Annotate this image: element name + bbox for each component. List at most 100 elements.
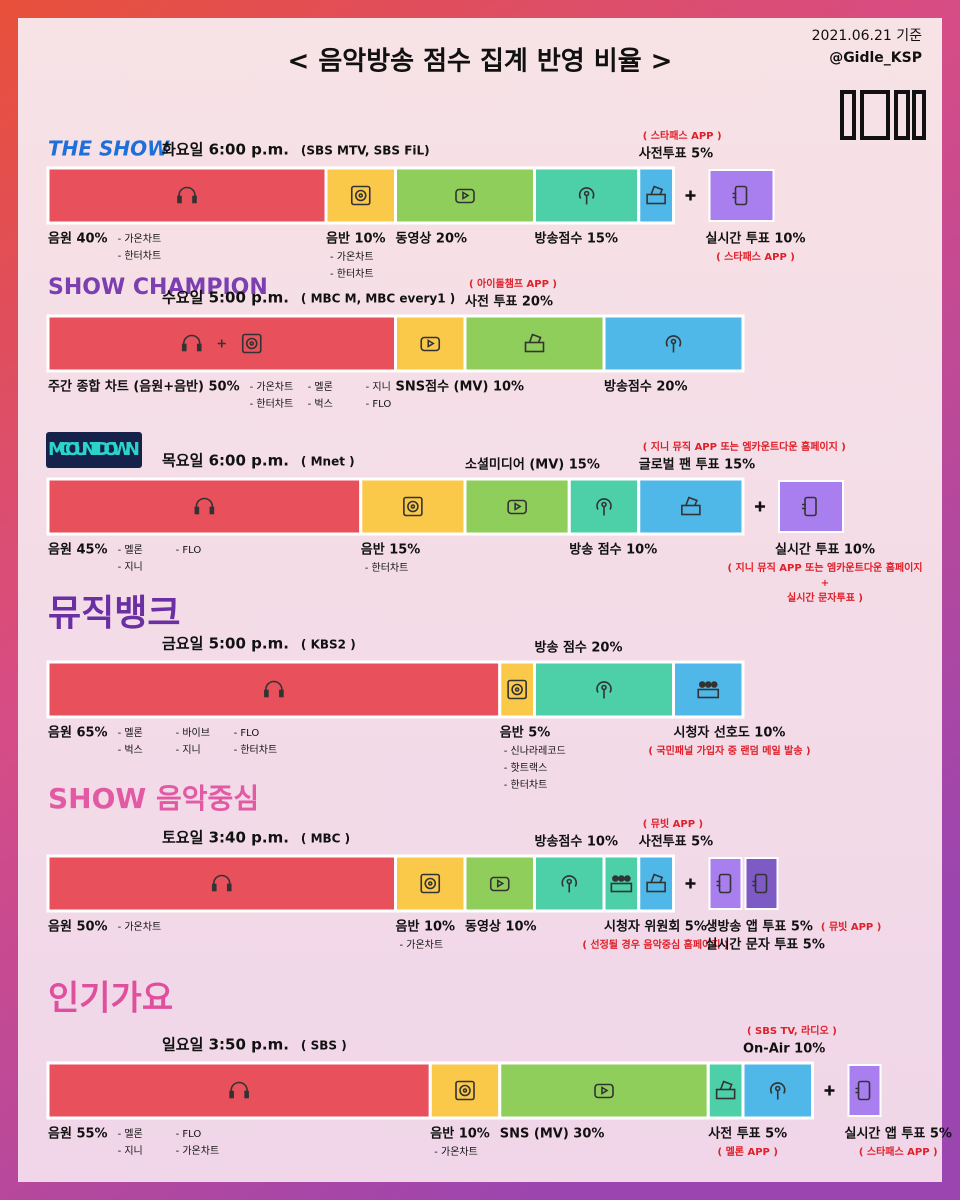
icon-part [182, 334, 201, 349]
icon [403, 496, 423, 517]
icon-part [427, 881, 433, 886]
red-note: ( 스타패스 APP ) [643, 129, 722, 142]
icon-part [732, 192, 737, 199]
source-note: - 한터차트 [504, 779, 548, 791]
show-logo: M COUNTDOWN [48, 439, 140, 460]
segment [463, 314, 606, 373]
segment [46, 166, 328, 225]
icon [646, 873, 666, 893]
plus-sign [685, 878, 696, 889]
source-note: - FLO [366, 399, 392, 410]
icon-part [264, 689, 269, 698]
channel: ( SBS ) [301, 1039, 347, 1053]
source-note: - 지니 [176, 744, 201, 756]
icon-part [804, 496, 817, 517]
segment [394, 854, 467, 913]
segment-label: 방송점수 20% [604, 379, 687, 395]
extra-label: 생방송 앱 투표 5% [706, 919, 813, 935]
icon [665, 335, 682, 353]
icon-part [650, 185, 664, 195]
icon-part [410, 504, 416, 509]
account: @Gidle_KSP [829, 50, 922, 66]
icon [578, 187, 595, 205]
extra-box [778, 480, 844, 533]
source-note: - 가온차트 [176, 1145, 220, 1157]
source-note: - 지니 [118, 561, 143, 573]
icon-part [350, 185, 371, 206]
icon-part [455, 188, 475, 204]
segment [324, 166, 397, 225]
extra-label: 실시간 투표 10% [775, 542, 875, 558]
segment-label: SNS점수 (MV) 10% [396, 380, 525, 395]
icon-part [181, 343, 187, 352]
icon-part [752, 880, 757, 887]
source-note: - 멜론 [118, 727, 143, 739]
icon-part [514, 502, 522, 511]
show-logo: SHOW CHAMPION [48, 275, 268, 300]
bar-outline [46, 1061, 814, 1120]
red-note: ( 뮤빗 APP ) [821, 920, 881, 933]
icon-part [245, 337, 258, 350]
bar-outline [46, 477, 745, 536]
icon-part [424, 877, 437, 890]
icon-part [802, 503, 806, 510]
plus-sign [217, 339, 226, 348]
icon-part [420, 873, 441, 894]
source-note: - 한터차트 [234, 744, 278, 756]
segment-label: On-Air 10% [743, 1042, 825, 1057]
icon-part [192, 195, 197, 204]
show-logo: 뮤직뱅크 [48, 593, 180, 634]
icon-part [596, 498, 612, 516]
icon-part [455, 1080, 475, 1101]
icon [716, 873, 732, 894]
icon [752, 873, 768, 894]
icon-part [646, 193, 666, 205]
red-note: ( 국민패널 가입자 중 랜덤 메일 발송 ) [648, 744, 810, 757]
icon-part [420, 336, 441, 352]
segment-label: 음원 45% [48, 542, 108, 558]
icon-part [507, 679, 527, 700]
segment-label: 음원 65% [48, 725, 108, 741]
icon-part [594, 1083, 614, 1099]
segment-label: 글로벌 팬 투표 15% [639, 457, 755, 473]
extra-label: 실시간 앱 투표 5% [845, 1126, 952, 1142]
icon-part [249, 341, 255, 346]
icon-part [718, 873, 732, 894]
icon [715, 1080, 736, 1100]
icon [524, 333, 545, 353]
channel: ( MBC M, MBC every1 ) [301, 292, 455, 306]
segment-label: 음반 15% [361, 542, 421, 558]
icon [507, 499, 527, 515]
icon-part [769, 1082, 786, 1100]
icon-part [685, 496, 698, 506]
icon [507, 679, 527, 700]
source-note: - 한터차트 [250, 398, 294, 410]
logo-box [46, 432, 142, 468]
icon-part [624, 875, 631, 882]
icon [596, 498, 612, 516]
schedule-day: 금요일 5:00 p.m. [162, 635, 289, 653]
segment-label: 방송 점수 10% [569, 542, 657, 558]
red-note: ( 지니 뮤직 APP 또는 엠카운트다운 홈페이지 [727, 561, 922, 574]
show-logo: 인기가요 [48, 979, 173, 1019]
segment [637, 854, 675, 913]
icon-part [601, 1086, 609, 1095]
segment-label: 사전 투표 20% [465, 294, 553, 310]
icon [181, 333, 262, 354]
source-note: - 멜론 [118, 1128, 143, 1140]
segment-label: 소셜미디어 (MV) 15% [465, 457, 600, 473]
extra-box [744, 857, 779, 910]
icon-part [462, 1088, 468, 1093]
segment-label: 시청자 위원회 5% [604, 919, 707, 935]
show-logo: THE SHOW [48, 137, 170, 161]
icon-part [578, 187, 595, 205]
source-note: - 가온차트 [434, 1146, 478, 1158]
icon [420, 336, 441, 352]
icon [681, 496, 701, 516]
segment [46, 660, 502, 719]
icon-part [226, 883, 232, 892]
segment [46, 477, 363, 536]
segment-label: 시청자 선호도 10% [674, 725, 786, 741]
icon-part [514, 687, 520, 692]
segment-label: 음원 55% [48, 1126, 108, 1142]
